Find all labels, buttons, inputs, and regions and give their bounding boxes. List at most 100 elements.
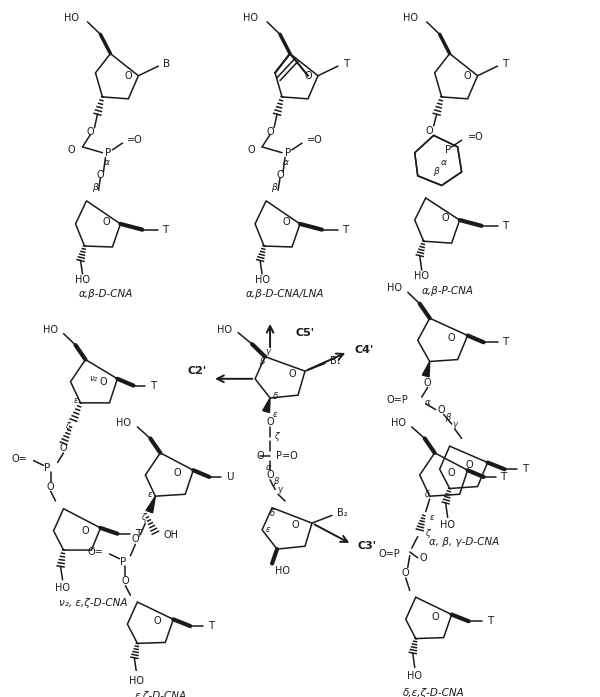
Text: HO: HO [55,583,70,592]
Polygon shape [263,398,270,413]
Text: ν₂: ν₂ [89,374,97,383]
Text: β: β [274,477,279,487]
Text: =O: =O [127,135,143,145]
Text: O: O [304,70,312,81]
Text: HO: HO [217,325,232,335]
Text: α: α [425,399,430,407]
Text: O: O [402,568,410,578]
Text: HO: HO [75,275,90,284]
Text: O: O [173,468,181,478]
Text: HO: HO [254,275,269,284]
Text: O=: O= [88,547,103,557]
Text: γ: γ [266,347,271,356]
Text: HO: HO [243,13,258,23]
Text: α: α [104,158,109,167]
Text: O: O [282,217,290,227]
Text: HO: HO [407,671,422,681]
Text: T: T [151,381,157,390]
Text: HO: HO [440,520,455,530]
Text: =O: =O [307,135,323,145]
Text: O: O [103,217,110,227]
Text: HO: HO [414,271,429,281]
Text: HO: HO [275,566,290,576]
Text: T: T [487,616,493,627]
Text: T: T [136,529,142,539]
Text: O: O [68,145,76,155]
Text: C4': C4' [355,345,374,355]
Text: O: O [426,125,434,136]
Text: ν₂, ε,ζ-D-CNA: ν₂, ε,ζ-D-CNA [59,598,128,608]
Text: O: O [100,376,107,387]
Text: O: O [424,378,431,388]
Text: ε: ε [273,410,277,419]
Text: C2': C2' [187,366,206,376]
Text: O: O [442,213,449,223]
Text: ζ: ζ [65,422,70,431]
Text: P: P [285,148,291,158]
Text: O: O [438,404,445,415]
Text: γ: γ [452,420,457,429]
Text: O: O [291,520,299,530]
Text: T: T [163,224,169,235]
Text: O: O [122,576,129,586]
Text: ε,ζ-D-CNA: ε,ζ-D-CNA [134,691,187,697]
Text: P: P [445,145,451,155]
Polygon shape [146,496,155,513]
Text: O: O [131,535,139,544]
Text: C5': C5' [295,328,314,337]
Text: HO: HO [43,325,58,335]
Text: T: T [503,59,509,69]
Text: HO: HO [391,418,406,428]
Text: HO: HO [403,13,418,23]
Text: HO: HO [387,284,402,293]
Text: P: P [44,464,51,473]
Text: ε: ε [266,526,271,535]
Text: α, β, γ-D-CNA: α, β, γ-D-CNA [430,537,500,547]
Text: O: O [432,613,439,622]
Text: O: O [247,145,255,155]
Text: O: O [47,482,55,491]
Text: =O: =O [467,132,484,142]
Polygon shape [422,362,430,377]
Text: O: O [448,468,455,478]
Text: O: O [420,553,428,562]
Text: O: O [86,127,94,137]
Text: β: β [445,413,451,422]
Text: γ: γ [278,485,283,494]
Text: δ: δ [272,392,278,401]
Text: T: T [503,337,509,347]
Text: B₂: B₂ [337,509,347,519]
Text: α: α [441,158,446,167]
Text: δ,ε,ζ-D-CNA: δ,ε,ζ-D-CNA [403,689,464,697]
Text: T: T [500,472,507,482]
Text: HO: HO [64,13,79,23]
Text: OH: OH [163,530,178,539]
Text: ζ: ζ [425,529,430,538]
Text: O: O [288,369,296,379]
Text: T: T [343,59,349,69]
Text: ε: ε [73,397,78,406]
Text: ζ: ζ [141,513,146,522]
Text: T: T [503,221,509,231]
Text: HO: HO [116,418,131,428]
Text: P: P [120,557,127,567]
Text: O: O [276,170,284,180]
Text: B₁: B₁ [330,356,341,367]
Text: P: P [106,148,112,158]
Text: α: α [265,463,271,472]
Text: O: O [60,443,67,453]
Text: β: β [92,183,97,192]
Text: β: β [259,357,265,366]
Text: O: O [125,70,132,81]
Text: O: O [266,470,274,480]
Text: α: α [283,158,289,167]
Text: δ: δ [425,490,430,499]
Text: α,β-D-CNA/LNA: α,β-D-CNA/LNA [246,289,324,299]
Text: C3': C3' [358,541,377,551]
Text: O: O [97,170,104,180]
Text: ζ: ζ [274,432,278,441]
Text: β: β [271,183,277,192]
Text: O=P: O=P [386,395,408,405]
Text: HO: HO [129,676,144,686]
Text: U: U [226,472,233,482]
